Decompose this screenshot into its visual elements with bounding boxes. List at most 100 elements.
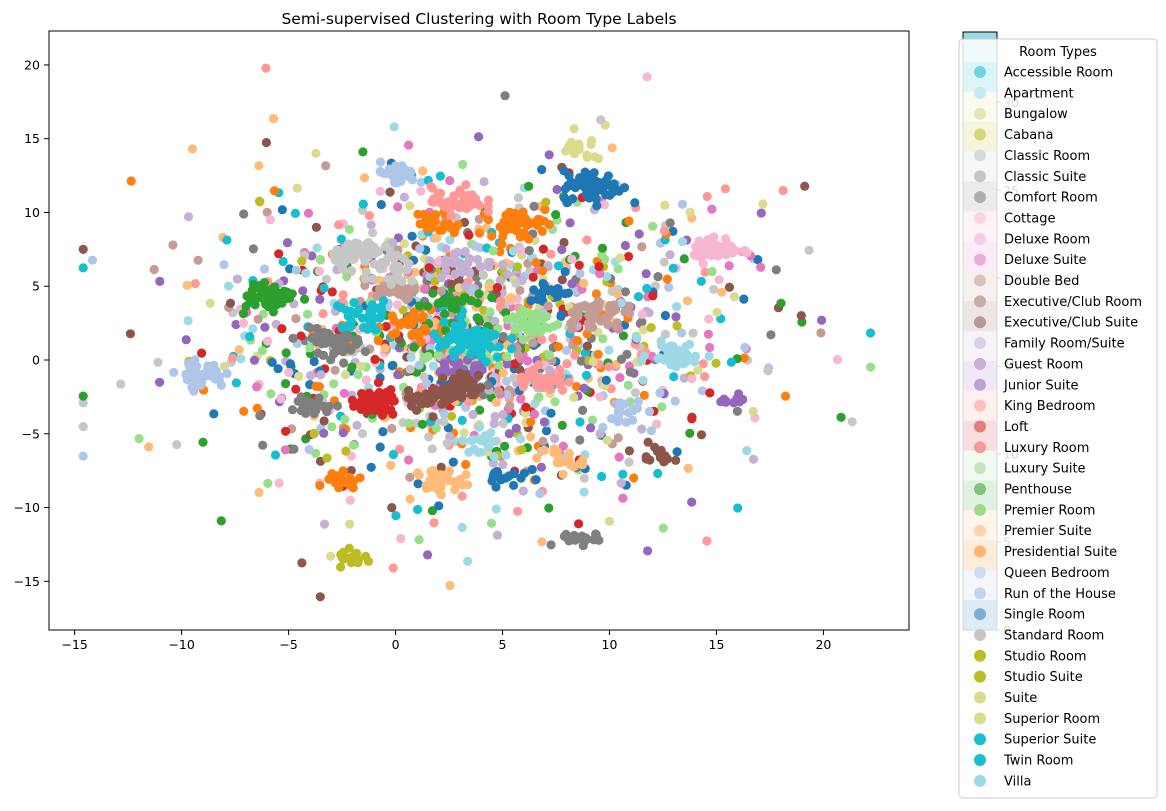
scatter-point: [670, 396, 680, 406]
scatter-point: [545, 365, 555, 375]
legend-item: Bungalow: [974, 107, 1068, 122]
legend-item: Executive/Club Suite: [974, 316, 1138, 331]
cluster-point: [456, 312, 466, 322]
cluster-point: [464, 254, 475, 264]
scatter-point: [698, 359, 708, 369]
scatter-point: [311, 222, 321, 232]
legend-item: Family Room/Suite: [974, 337, 1125, 352]
cluster-point: [375, 157, 386, 167]
cluster-point: [315, 480, 325, 491]
legend-item: Penthouse: [974, 483, 1072, 498]
cluster-point: [211, 366, 221, 376]
scatter-point: [502, 359, 512, 369]
scatter-point: [518, 486, 528, 496]
cluster-point: [187, 382, 197, 392]
scatter-point: [509, 373, 519, 383]
cluster-point: [502, 315, 512, 325]
legend-item: Single Room: [974, 608, 1085, 623]
scatter-point: [660, 200, 670, 210]
scatter-point: [598, 334, 608, 344]
scatter-point: [289, 444, 299, 454]
scatter-point: [198, 437, 208, 447]
cluster-point: [445, 335, 455, 345]
cluster-point: [361, 551, 371, 561]
cluster-point: [588, 322, 598, 332]
scatter-point: [457, 415, 467, 425]
legend-label: Cabana: [1004, 128, 1053, 143]
scatter-point: [742, 446, 752, 456]
cluster-point: [588, 176, 598, 186]
scatter-point: [425, 256, 435, 266]
points-layer: [78, 63, 876, 602]
scatter-point: [669, 372, 679, 382]
scatter-point: [712, 307, 722, 317]
scatter-point: [696, 276, 706, 286]
scatter-point: [267, 357, 277, 367]
scatter-point: [405, 494, 415, 504]
cluster-point: [441, 266, 451, 276]
cluster-point: [282, 289, 292, 299]
cluster-point: [671, 455, 681, 465]
scatter-point: [479, 177, 489, 187]
scatter-point: [144, 442, 154, 452]
legend-label: Bungalow: [1004, 107, 1068, 122]
cluster-point: [593, 296, 603, 306]
cluster-point: [582, 301, 592, 312]
scatter-point: [268, 114, 279, 124]
cluster-point: [423, 301, 433, 311]
legend-item: Premier Suite: [974, 524, 1092, 539]
scatter-point: [457, 491, 467, 501]
cluster-point: [458, 436, 468, 446]
scatter-point: [291, 384, 301, 394]
x-tick-label: 10: [602, 637, 618, 652]
scatter-point: [753, 255, 763, 265]
axes-frame: [48, 30, 910, 631]
cluster-point: [489, 452, 499, 462]
scatter-point: [529, 201, 539, 211]
scatter-point: [490, 316, 500, 326]
cluster-point: [407, 394, 418, 404]
scatter-point: [541, 426, 552, 436]
scatter-point: [315, 592, 325, 602]
cluster-point: [524, 234, 534, 244]
scatter-point: [187, 144, 197, 154]
cluster-point: [555, 457, 566, 468]
scatter-point: [653, 468, 663, 479]
cluster-point: [527, 464, 537, 475]
cluster-point: [395, 320, 405, 330]
scatter-point: [778, 185, 788, 196]
cluster-point: [436, 273, 446, 283]
cluster-point: [508, 211, 518, 221]
scatter-point: [595, 392, 605, 402]
scatter-point: [620, 240, 631, 251]
scatter-point: [544, 150, 554, 160]
scatter-point: [301, 268, 311, 278]
scatter-point: [660, 310, 671, 321]
cluster-point: [608, 303, 618, 313]
scatter-point: [696, 430, 707, 440]
scatter-point: [315, 294, 325, 304]
scatter-point: [388, 449, 398, 460]
scatter-point: [418, 166, 428, 176]
scatter-point: [523, 356, 533, 366]
scatter-point: [538, 266, 548, 276]
scatter-point: [309, 429, 319, 439]
scatter-point: [594, 261, 604, 272]
cluster-point: [440, 202, 450, 212]
cluster-point: [396, 288, 406, 298]
legend-label: Apartment: [1004, 86, 1074, 101]
cluster-point: [516, 473, 526, 483]
scatter-point: [574, 519, 584, 529]
cluster-point: [619, 399, 629, 409]
cluster-point: [582, 152, 592, 162]
cluster-point: [564, 171, 574, 181]
cluster-point: [475, 261, 485, 271]
scatter-point: [266, 389, 276, 399]
scatter-point: [492, 283, 502, 293]
cluster-point: [305, 323, 315, 333]
cluster-point: [706, 242, 716, 252]
scatter-point: [612, 289, 623, 299]
scatter-point: [322, 453, 332, 463]
scatter-point: [733, 503, 743, 513]
scatter-point: [263, 478, 273, 488]
